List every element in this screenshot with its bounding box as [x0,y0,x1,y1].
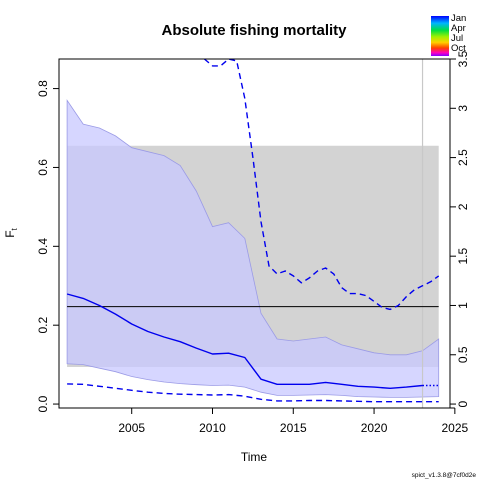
y-tick-label-right: 3 [456,105,470,112]
y-axis-label-main: F [3,230,17,237]
f-ci-band [66,99,440,398]
y-axis-label: Ft [3,227,19,237]
legend-color-bar [431,16,449,56]
y-tick-label-right: 2 [456,203,470,210]
y-axis-right: 0 0.5 1 1.5 2 2.5 3 3.5 [449,50,470,407]
x-axis-label: Time [241,450,268,464]
y-tick-label: 0.8 [36,80,50,97]
y-tick-label-right: 0 [456,400,470,407]
series-line-3 [67,383,439,403]
chart-title: Absolute fishing mortality [161,22,347,39]
series-line-0 [66,293,423,389]
y-tick-label-right: 1.5 [456,248,470,265]
y-tick-label-right: 0.5 [456,346,470,363]
version-footer: spict_v1.3.8@7cf0d2e [412,472,477,479]
legend-label: Oct [451,43,466,54]
legend-label: Jan [451,13,466,24]
x-axis: 2005 2010 2015 2020 2025 [118,407,469,435]
y-axis: 0.0 0.2 0.4 0.6 0.8 [36,80,60,412]
x-tick-label: 2025 [441,421,468,435]
y-tick-label: 0.6 [36,159,50,176]
y-tick-label-right: 1 [456,302,470,309]
y-axis-label-subscript: t [10,227,19,230]
y-tick-label: 0.2 [36,317,50,334]
plot-area [66,59,440,408]
x-tick-label: 2015 [280,421,307,435]
y-tick-label-right: 2.5 [456,149,470,166]
x-tick-label: 2020 [361,421,388,435]
legend-label: Jul [451,33,463,44]
y-tick-label-right: 3.5 [456,50,470,67]
series-line-2 [203,59,440,311]
y-tick-label: 0.0 [36,395,50,412]
x-tick-label: 2005 [118,421,145,435]
svg-text:Ft: Ft [3,227,19,237]
x-tick-label: 2010 [199,421,226,435]
y-tick-label: 0.4 [36,238,50,255]
legend-label: Apr [451,23,466,34]
